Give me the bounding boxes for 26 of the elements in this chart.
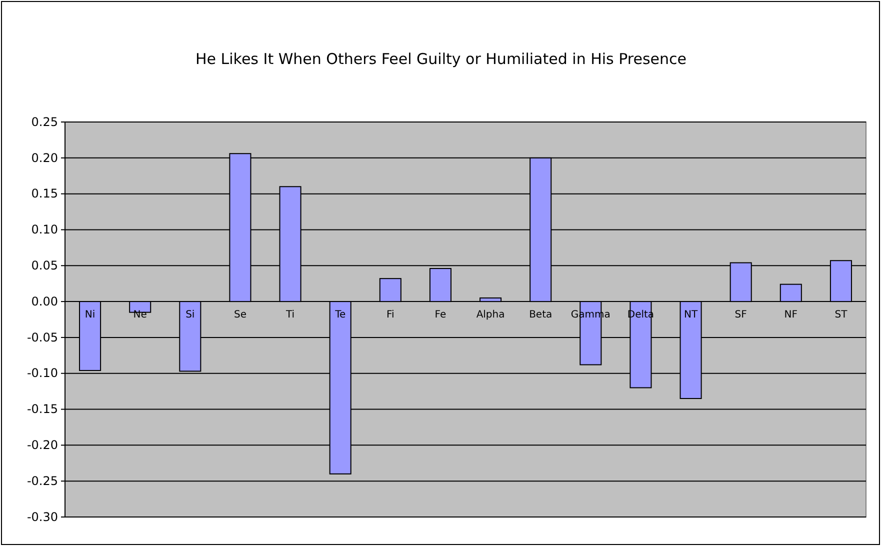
y-tick-label: -0.30 xyxy=(26,510,58,524)
y-tick-label: -0.20 xyxy=(26,438,58,452)
y-tick-label: 0.25 xyxy=(31,114,58,129)
x-tick-label: ST xyxy=(834,310,848,321)
x-tick-label: Se xyxy=(234,310,246,321)
x-tick-label: NT xyxy=(684,310,698,321)
y-tick-label: 0.05 xyxy=(31,258,58,272)
y-tick-label: 0.00 xyxy=(31,294,58,308)
x-tick-label: Te xyxy=(334,310,346,321)
y-tick-label: -0.25 xyxy=(26,474,58,488)
x-tick-label: Si xyxy=(186,310,195,321)
x-tick-label: NF xyxy=(784,310,798,321)
x-tick-label: Alpha xyxy=(476,310,505,321)
y-tick-label: 0.15 xyxy=(31,186,58,201)
y-tick-label: -0.10 xyxy=(26,366,58,380)
x-tick-label: Beta xyxy=(529,310,552,321)
y-tick-label: -0.05 xyxy=(26,330,58,344)
x-tick-label: Ni xyxy=(84,310,96,321)
x-tick-label: SF xyxy=(734,310,748,321)
y-tick-label: 0.20 xyxy=(31,150,58,165)
x-tick-label: Ti xyxy=(284,310,295,321)
y-tick-label: 0.10 xyxy=(31,222,58,237)
x-tick-label: Fi xyxy=(386,310,394,321)
chart-title: He Likes It When Others Feel Guilty or Humiliated in His Presence xyxy=(196,50,686,68)
x-tick-label: Fe xyxy=(434,310,446,321)
y-tick-label: -0.15 xyxy=(26,402,58,416)
